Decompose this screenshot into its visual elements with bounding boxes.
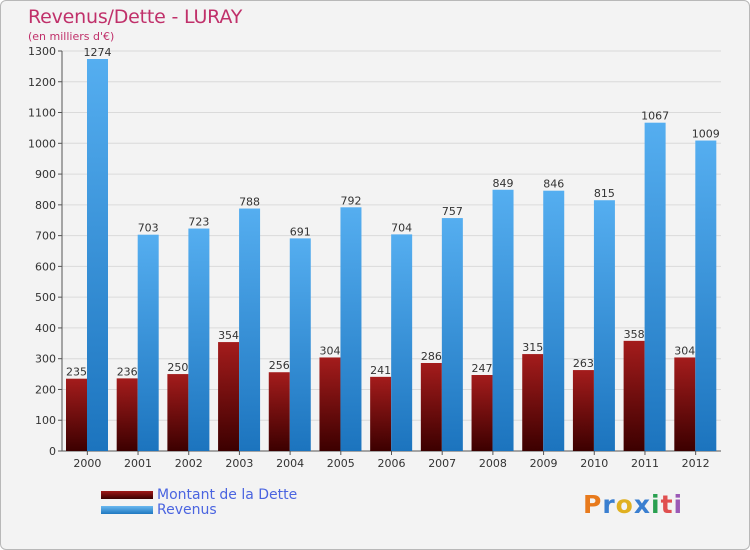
data-label-dette-2011: 358: [624, 328, 645, 341]
data-label-dette-2002: 250: [167, 361, 188, 374]
legend-item-dette: Montant de la Dette: [101, 487, 297, 503]
bar-revenus-2002: [188, 228, 210, 451]
y-tick-label: 600: [35, 260, 56, 273]
y-tick-label: 700: [35, 230, 56, 243]
data-label-revenus-2009: 846: [543, 178, 564, 191]
bar-revenus-2011: [644, 122, 666, 451]
bar-revenus-2001: [137, 234, 159, 451]
legend-label-revenus: Revenus: [157, 502, 217, 518]
data-label-revenus-2010: 815: [594, 187, 615, 200]
bar-dette-2007: [420, 363, 442, 451]
bar-dette-2011: [623, 340, 645, 451]
bar-dette-2000: [66, 378, 87, 451]
bar-revenus-2010: [593, 200, 615, 451]
data-label-dette-2012: 304: [674, 344, 695, 357]
bar-dette-2005: [319, 357, 341, 451]
y-tick-label: 400: [35, 322, 56, 335]
bar-dette-2009: [522, 354, 544, 451]
data-label-revenus-2003: 788: [239, 196, 260, 209]
data-label-dette-2007: 286: [421, 350, 442, 363]
bar-dette-2004: [268, 372, 290, 451]
bar-dette-2001: [116, 378, 138, 451]
data-label-dette-2009: 315: [522, 341, 543, 354]
data-label-dette-2000: 235: [66, 366, 87, 379]
data-label-dette-2001: 236: [117, 365, 138, 378]
data-label-revenus-2011: 1067: [641, 110, 669, 123]
x-tick-label: 2000: [73, 457, 101, 470]
x-tick-label: 2008: [479, 457, 507, 470]
y-tick-label: 800: [35, 199, 56, 212]
y-tick-label: 500: [35, 291, 56, 304]
bar-revenus-2005: [340, 207, 362, 451]
x-tick-label: 2012: [682, 457, 710, 470]
bar-revenus-2009: [543, 190, 565, 451]
legend-label-dette: Montant de la Dette: [157, 487, 298, 503]
bar-revenus-2004: [289, 238, 311, 451]
x-tick-label: 2002: [175, 457, 203, 470]
y-tick-label: 1100: [28, 107, 56, 120]
y-tick-label: 0: [49, 445, 56, 458]
chart-title: Revenus/Dette - LURAY: [28, 6, 243, 28]
proxiti-logo: Proxiti: [583, 490, 684, 519]
bar-revenus-2012: [695, 140, 717, 452]
data-label-dette-2003: 354: [218, 329, 239, 342]
legend-swatch-revenus: [101, 506, 153, 514]
x-tick-label: 2009: [530, 457, 558, 470]
data-label-revenus-2007: 757: [442, 205, 463, 218]
y-tick-label: 300: [35, 353, 56, 366]
data-label-revenus-2006: 704: [391, 221, 412, 234]
x-tick-label: 2007: [428, 457, 456, 470]
bar-dette-2010: [572, 370, 594, 451]
data-label-revenus-2004: 691: [290, 225, 311, 238]
data-label-revenus-2001: 703: [138, 222, 159, 235]
x-tick-label: 2011: [631, 457, 659, 470]
bar-dette-2002: [167, 374, 189, 451]
data-label-dette-2005: 304: [319, 344, 340, 357]
y-tick-label: 100: [35, 414, 56, 427]
legend-swatch-dette: [101, 491, 153, 499]
y-tick-label: 1300: [28, 45, 56, 58]
x-tick-label: 2010: [580, 457, 608, 470]
data-label-revenus-2012: 1009: [692, 128, 720, 141]
chart-subtitle: (en milliers d'€): [28, 30, 115, 43]
bar-revenus-2006: [391, 234, 413, 451]
x-tick-label: 2005: [327, 457, 355, 470]
y-tick-label: 200: [35, 383, 56, 396]
data-label-dette-2006: 241: [370, 364, 391, 377]
x-tick-label: 2003: [225, 457, 253, 470]
bar-dette-2006: [370, 376, 392, 451]
bar-dette-2012: [674, 357, 696, 451]
data-label-dette-2008: 247: [472, 362, 493, 375]
data-label-dette-2010: 263: [573, 357, 594, 370]
y-tick-label: 1200: [28, 76, 56, 89]
x-tick-label: 2004: [276, 457, 304, 470]
data-label-revenus-2005: 792: [340, 194, 361, 207]
y-tick-label: 1000: [28, 137, 56, 150]
y-tick-label: 900: [35, 168, 56, 181]
data-label-revenus-2002: 723: [188, 216, 209, 229]
legend-item-revenus: Revenus: [101, 502, 217, 518]
x-tick-label: 2001: [124, 457, 152, 470]
data-label-revenus-2008: 849: [493, 177, 514, 190]
bar-revenus-2007: [441, 218, 463, 451]
bar-dette-2008: [471, 375, 493, 451]
data-label-dette-2004: 256: [269, 359, 290, 372]
bar-dette-2003: [218, 342, 240, 451]
x-tick-label: 2006: [378, 457, 406, 470]
data-label-revenus-2000: 1274: [84, 46, 112, 59]
bar-revenus-2000: [87, 59, 108, 451]
bar-revenus-2008: [492, 189, 514, 451]
bar-revenus-2003: [239, 208, 261, 451]
